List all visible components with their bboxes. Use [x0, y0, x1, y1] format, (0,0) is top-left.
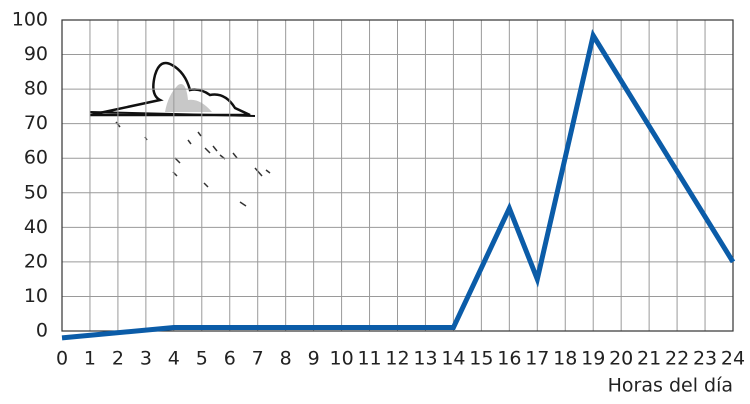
x-tick-label: 9 [308, 348, 320, 370]
y-tick-label: 90 [24, 43, 48, 65]
x-tick-label: 16 [497, 348, 521, 370]
cloud-illustration [89, 61, 271, 207]
x-tick-label: 15 [469, 348, 493, 370]
y-tick-label: 0 [36, 320, 48, 342]
x-tick-label: 6 [224, 348, 236, 370]
x-tick-label: 19 [581, 348, 605, 370]
y-tick-label: 70 [24, 112, 48, 134]
x-axis-label: Horas del día [608, 375, 733, 397]
x-tick-label: 11 [357, 348, 381, 370]
x-tick-label: 1 [84, 348, 96, 370]
x-tick-label: 0 [56, 348, 68, 370]
x-tick-label: 10 [329, 348, 353, 370]
x-tick-label: 2 [112, 348, 124, 370]
x-tick-label: 4 [168, 348, 180, 370]
y-tick-label: 50 [24, 181, 48, 203]
x-tick-label: 13 [413, 348, 437, 370]
y-tick-label: 40 [24, 216, 48, 238]
x-tick-label: 3 [140, 348, 152, 370]
x-tick-label: 8 [280, 348, 292, 370]
x-tick-label: 17 [525, 348, 549, 370]
y-tick-label: 20 [24, 250, 48, 272]
x-tick-label: 23 [693, 348, 717, 370]
x-tick-label: 20 [609, 348, 633, 370]
x-tick-label: 14 [441, 348, 465, 370]
x-tick-label: 18 [553, 348, 577, 370]
y-tick-label: 10 [24, 285, 48, 307]
x-tick-label: 24 [721, 348, 745, 370]
y-tick-label: 100 [12, 9, 48, 31]
y-tick-label: 80 [24, 78, 48, 100]
plot-frame [61, 19, 734, 332]
data-line [61, 29, 736, 341]
x-tick-label: 7 [252, 348, 264, 370]
x-tick-label: 12 [385, 348, 409, 370]
x-tick-label: 22 [665, 348, 689, 370]
x-tick-label: 21 [637, 348, 661, 370]
x-tick-label: 5 [196, 348, 208, 370]
y-tick-label: 60 [24, 147, 48, 169]
